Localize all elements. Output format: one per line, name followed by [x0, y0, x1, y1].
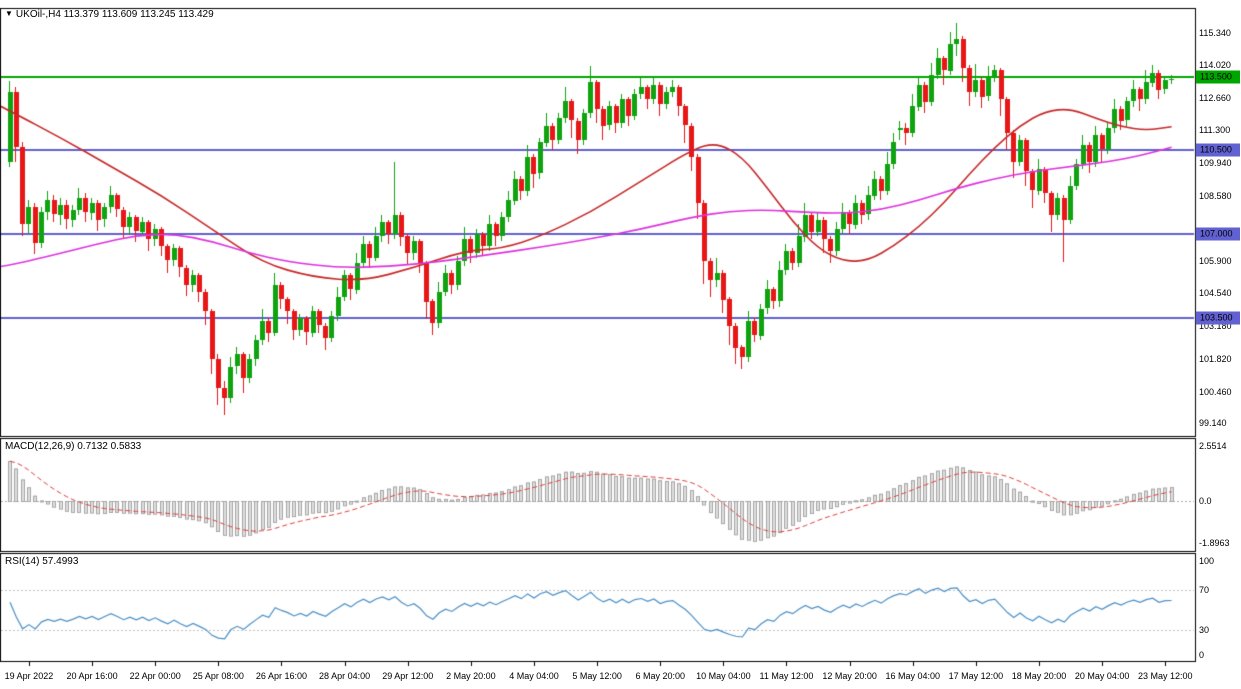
price-tick-label: 114.020: [1199, 59, 1231, 70]
time-label: 5 May 12:00: [572, 671, 622, 681]
price-tick-label: 112.660: [1199, 92, 1231, 103]
time-label: 11 May 12:00: [759, 671, 814, 681]
time-label: 20 May 04:00: [1074, 671, 1130, 681]
price-tick-label: 111.300: [1199, 125, 1231, 136]
price-tick-label: 109.940: [1199, 158, 1232, 169]
time-label: 10 May 04:00: [696, 671, 751, 681]
chart-title-text: UKOil-,H4 113.379 113.609 113.245 113.42…: [15, 9, 214, 20]
time-label: 22 Apr 00:00: [129, 671, 181, 681]
rsi-indicator-title: RSI(14) 57.4993: [5, 556, 79, 567]
time-label: 18 May 20:00: [1011, 671, 1067, 681]
chart-title: ▼ UKOil-,H4 113.379 113.609 113.245 113.4…: [5, 9, 214, 20]
time-axis[interactable]: 19 Apr 2022 20 Apr 16:00 22 Apr 00:00 25 Ap…: [0, 663, 1196, 689]
macd-indicator-title: MACD(12,26,9) 0.7132 0.5833: [5, 441, 142, 452]
time-label: 20 Apr 16:00: [66, 671, 118, 681]
macd-axis-label: 2.5514: [1199, 441, 1227, 451]
time-label: 2 May 20:00: [446, 671, 496, 681]
price-tick-label: 104.540: [1199, 288, 1232, 299]
rsi-axis-label: 30: [1199, 625, 1210, 635]
price-tick-label: 100.460: [1199, 386, 1232, 397]
time-label: 28 Apr 04:00: [319, 671, 371, 681]
time-label: 26 Apr 16:00: [255, 671, 307, 681]
price-tick-label: 101.820: [1199, 353, 1232, 364]
rsi-axis-label: 0: [1199, 650, 1205, 660]
time-label: 23 May 12:00: [1137, 671, 1193, 681]
price-tick-label: 115.340: [1199, 28, 1231, 38]
price-tick-label: 105.900: [1199, 255, 1232, 266]
time-label: 29 Apr 12:00: [382, 671, 434, 681]
time-label: 19 Apr 2022: [4, 671, 54, 681]
macd-axis-label: -1.8963: [1199, 538, 1230, 548]
price-tick-label: 99.140: [1199, 418, 1227, 429]
time-label: 4 May 04:00: [509, 671, 559, 681]
hline-price-badge: 113.500: [1196, 70, 1240, 84]
price-scale[interactable]: 115.340 114.020 112.660 111.300 109.940 108.5…: [1196, 0, 1241, 689]
time-label: 16 May 04:00: [885, 671, 941, 681]
rsi-axis-label: 70: [1199, 585, 1210, 595]
time-label: 25 Apr 08:00: [192, 671, 244, 681]
hline-price-badge: 110.500: [1196, 143, 1240, 157]
rsi-axis-label: 100: [1199, 556, 1215, 566]
time-label: 12 May 20:00: [822, 671, 877, 681]
symbol-dropdown-icon[interactable]: ▼: [5, 9, 13, 18]
hline-price-badge: 107.000: [1196, 227, 1240, 241]
hline-price-badge: 103.500: [1196, 311, 1240, 325]
macd-axis-label: 0.0: [1199, 496, 1212, 506]
time-label: 17 May 12:00: [948, 671, 1004, 681]
price-tick-label: 108.580: [1199, 190, 1232, 201]
time-label: 6 May 20:00: [635, 671, 685, 681]
price-tick-label: 103.180: [1199, 321, 1232, 332]
